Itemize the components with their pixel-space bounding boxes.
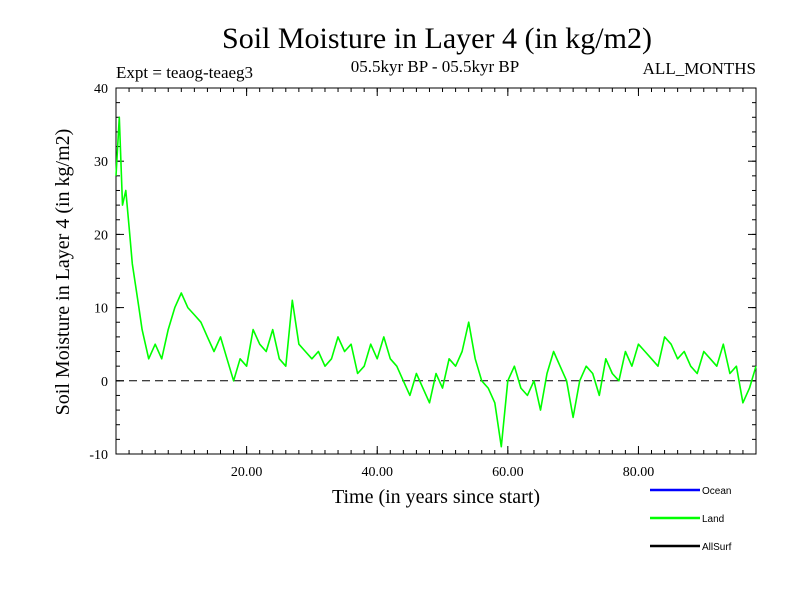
- y-tick-label: 40: [94, 82, 108, 97]
- legend: Ocean Land AllSurf: [650, 486, 732, 553]
- legend-label-allsurf: AllSurf: [702, 542, 732, 553]
- y-tick-label: -10: [89, 448, 108, 463]
- y-tick-label: 0: [101, 375, 108, 390]
- series-line-land: [115, 116, 757, 448]
- x-tick-label: 80.00: [623, 465, 655, 480]
- legend-label-land: Land: [702, 514, 724, 525]
- y-tick-labels: -10 0 10 20 30 40: [89, 82, 108, 463]
- legend-label-ocean: Ocean: [702, 486, 731, 497]
- series-group: [115, 116, 757, 448]
- period-label: 05.5kyr BP - 05.5kyr BP: [351, 57, 519, 76]
- experiment-label: Expt = teaog-teaeg3: [116, 63, 253, 82]
- y-tick-label: 10: [94, 302, 108, 317]
- x-axis-label: Time (in years since start): [332, 486, 540, 508]
- x-tick-label: 40.00: [361, 465, 393, 480]
- plot-frame: [115, 87, 757, 455]
- x-tick-label: 60.00: [492, 465, 524, 480]
- y-tick-label: 30: [94, 155, 108, 170]
- chart-title: Soil Moisture in Layer 4 (in kg/m2): [222, 22, 652, 55]
- plot-area: [115, 87, 757, 455]
- y-tick-label: 20: [94, 228, 108, 243]
- months-label: ALL_MONTHS: [643, 59, 756, 78]
- y-axis-label: Soil Moisture in Layer 4 (in kg/m2): [52, 129, 74, 416]
- x-tick-label: 20.00: [231, 465, 263, 480]
- x-tick-labels: 20.00 40.00 60.00 80.00: [231, 465, 654, 480]
